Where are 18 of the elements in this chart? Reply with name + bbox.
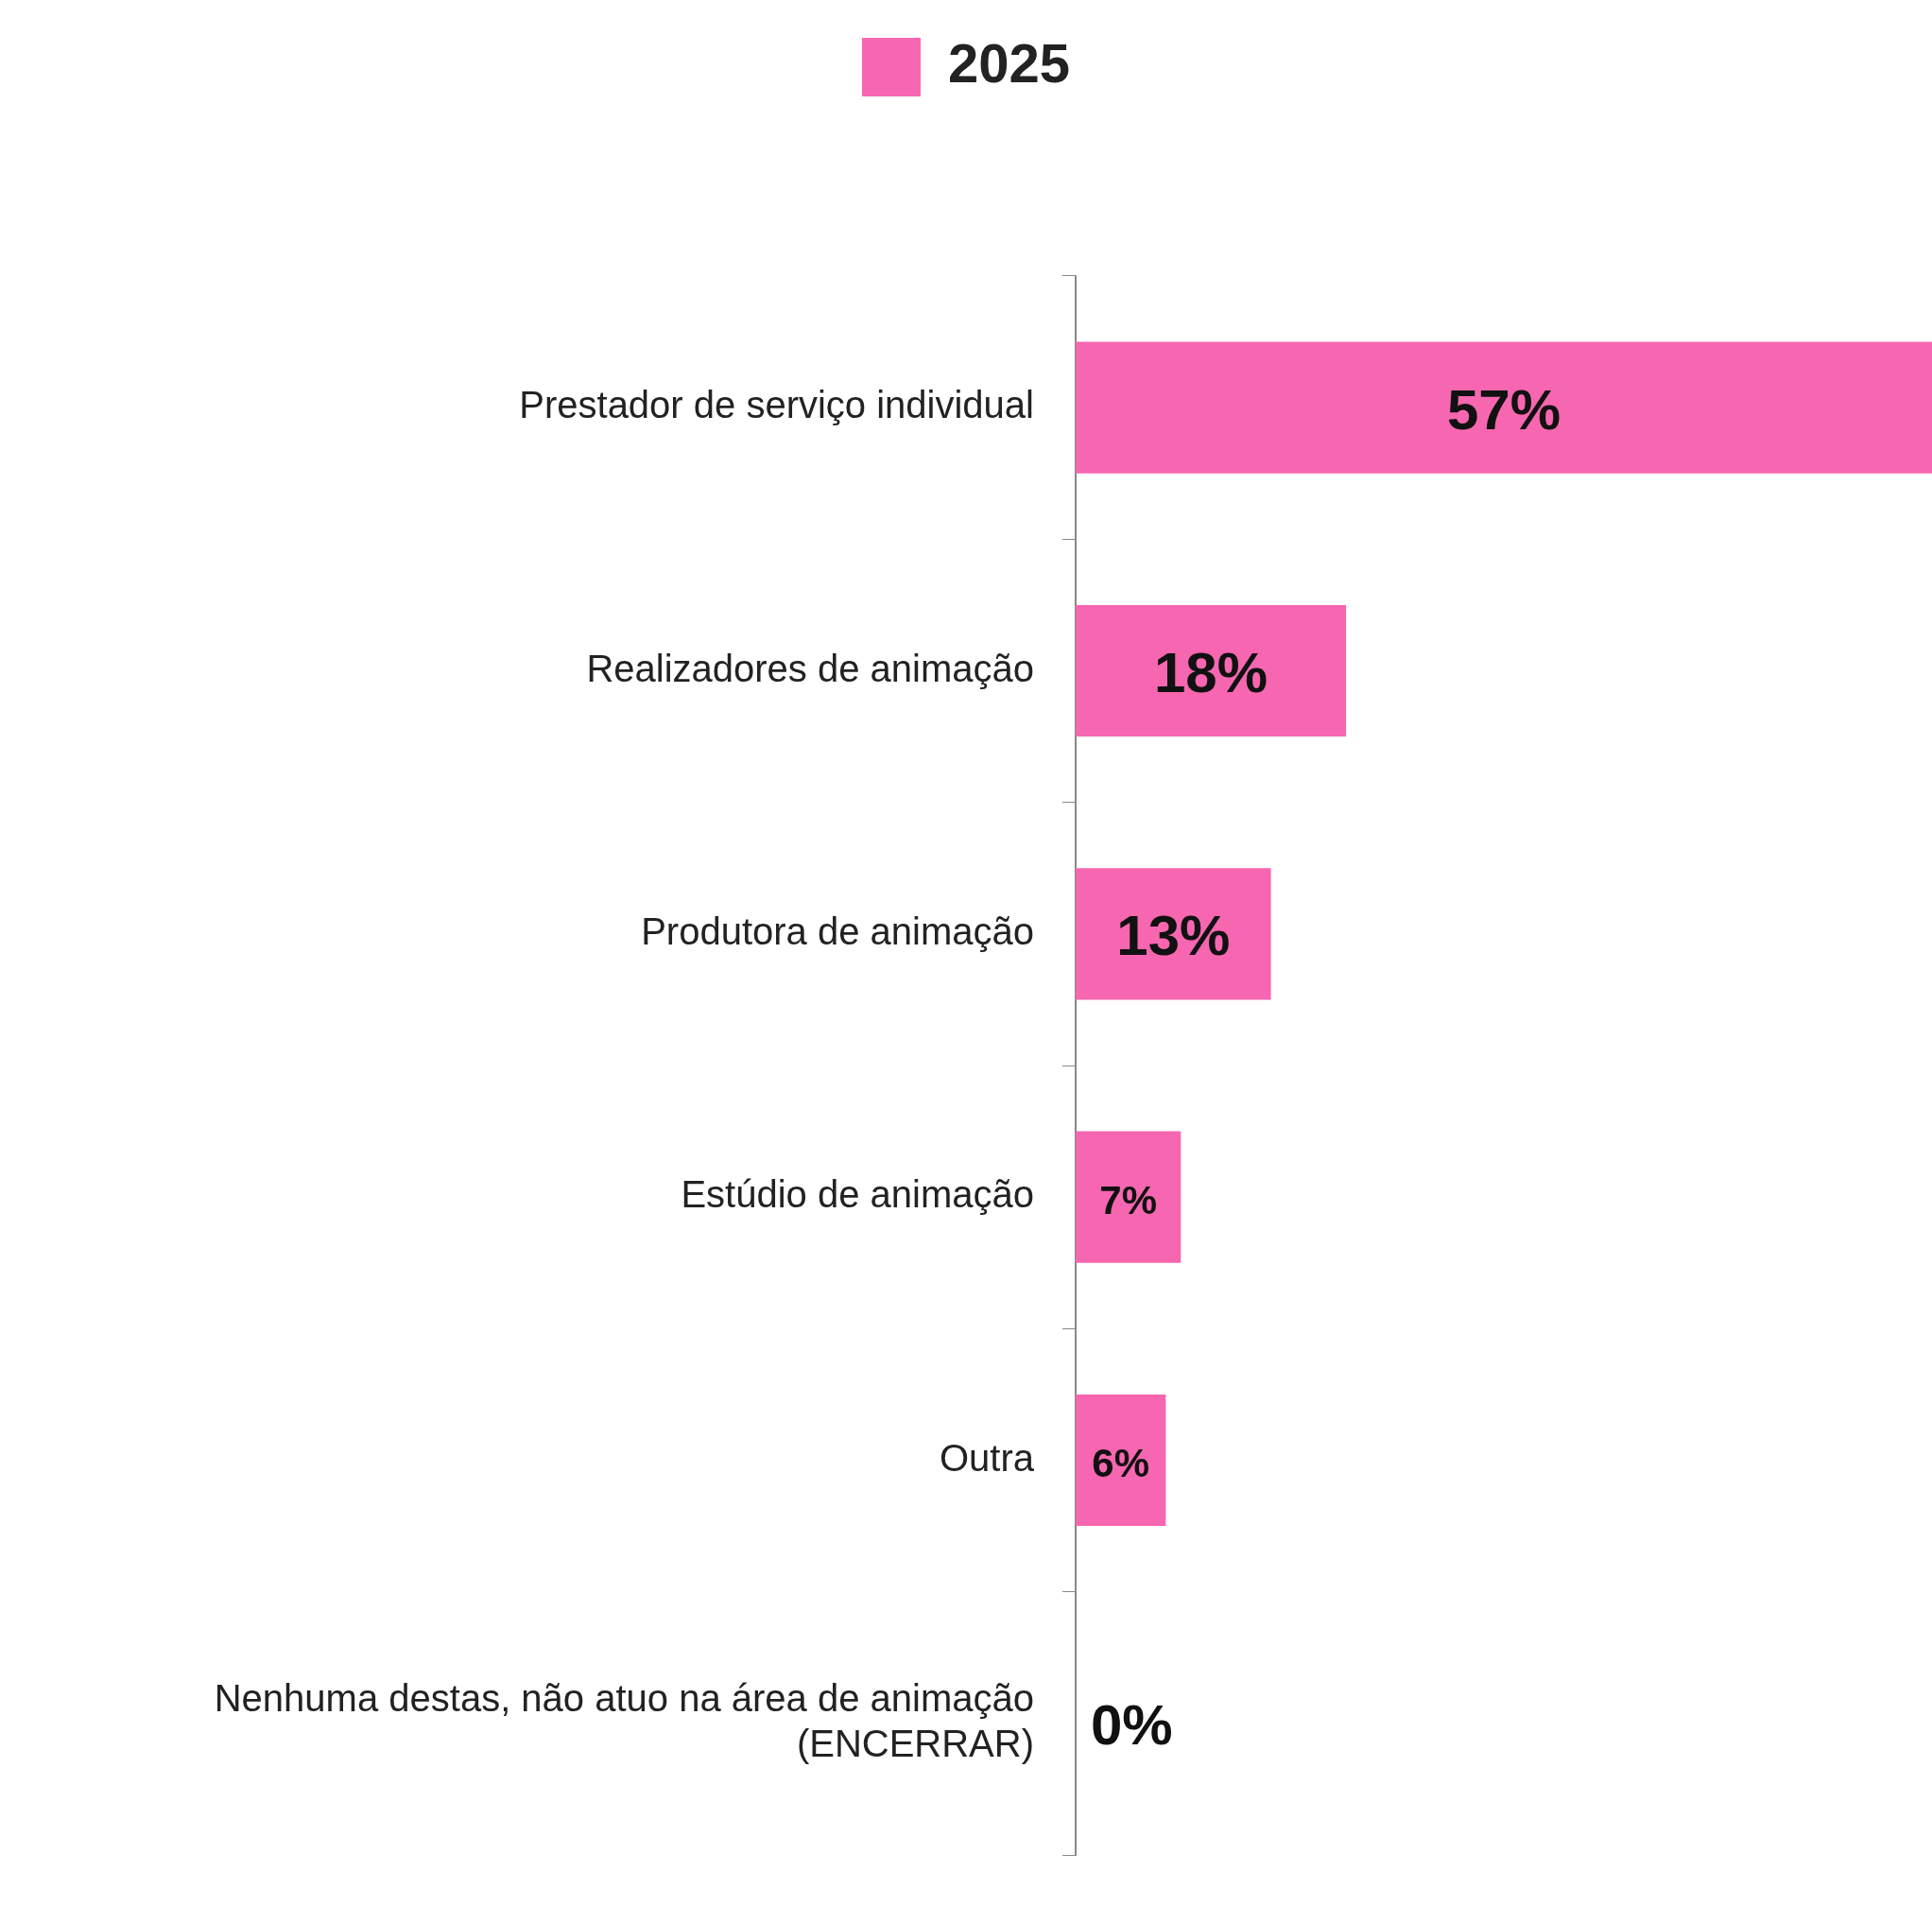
bar: [1076, 604, 1347, 737]
data-label: 18%: [1154, 641, 1268, 705]
data-label: 6%: [1092, 1441, 1150, 1486]
data-label: 0%: [1091, 1693, 1173, 1758]
data-label: 7%: [1099, 1177, 1157, 1222]
bar: [1076, 1394, 1166, 1527]
y-tick-label: Nenhuma destas, não atuo na área de animação (ENCERRAR): [214, 1676, 1034, 1764]
y-tick-label: Outra: [939, 1436, 1035, 1479]
data-label: 57%: [1446, 377, 1561, 442]
bar: [1076, 1131, 1182, 1263]
y-tick-label: Realizadores de animação: [586, 647, 1034, 689]
legend-label: 2025: [947, 32, 1071, 94]
data-label: 13%: [1116, 904, 1231, 968]
y-tick-label: Prestador de serviço individual: [519, 384, 1034, 426]
y-tick-label: Produtora de animação: [641, 910, 1034, 952]
bar: [1076, 868, 1271, 1000]
y-tick-label: Estúdio de animação: [681, 1173, 1034, 1216]
bar: [1076, 341, 1932, 474]
